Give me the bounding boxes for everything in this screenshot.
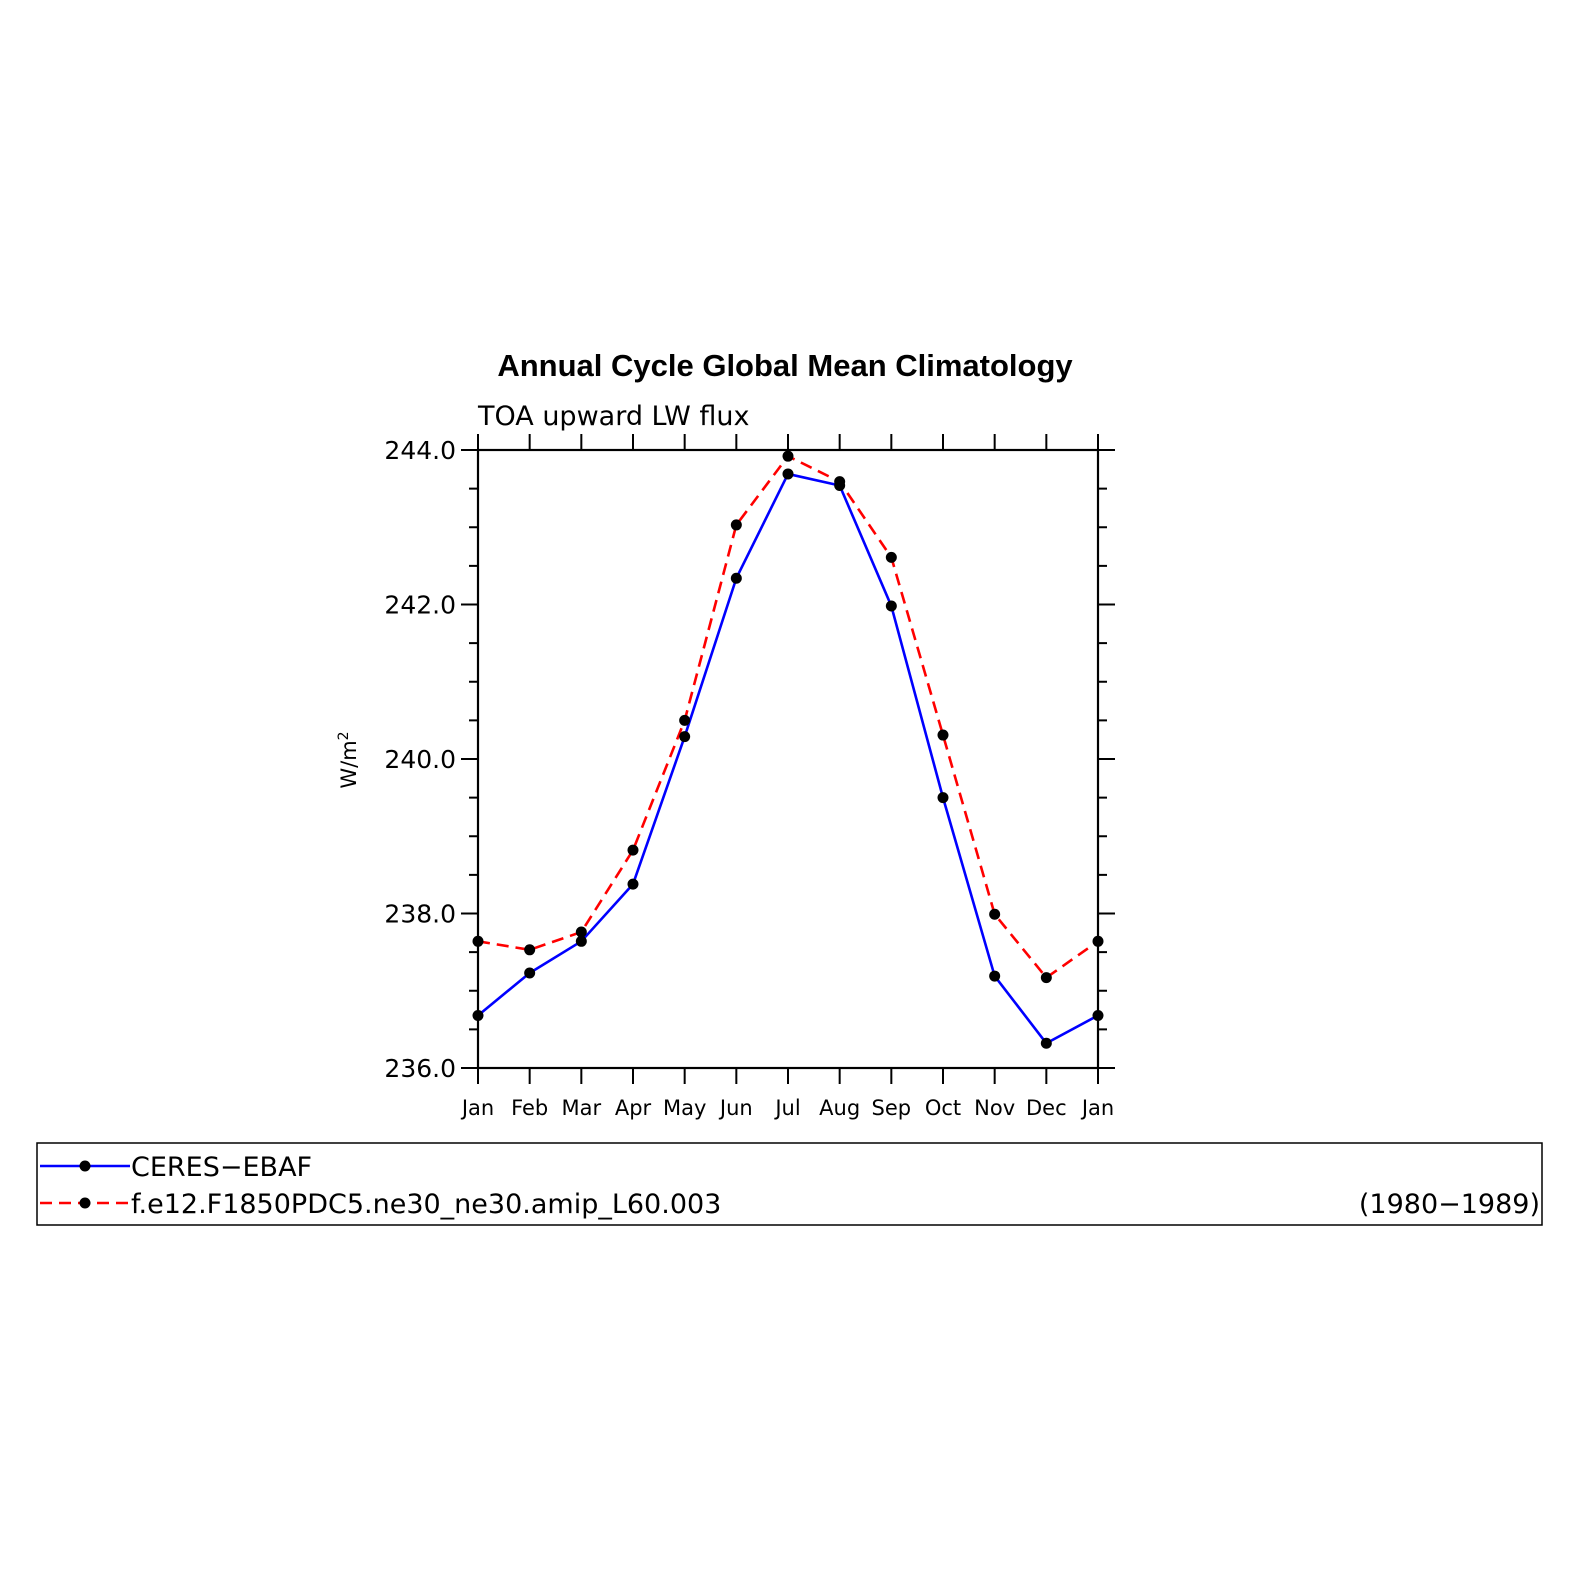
series-point-0 xyxy=(679,731,691,743)
series-point-0 xyxy=(1040,1037,1052,1049)
series-point-1 xyxy=(1040,972,1052,984)
series-point-0 xyxy=(627,878,639,890)
x-tick-label: Nov xyxy=(974,1096,1015,1120)
x-tick-label: Aug xyxy=(819,1096,860,1120)
x-tick-label: Dec xyxy=(1026,1096,1067,1120)
y-tick-label: 236.0 xyxy=(384,1054,456,1083)
series-point-1 xyxy=(937,729,949,741)
x-tick-label: Jul xyxy=(773,1096,800,1120)
series-point-0 xyxy=(730,572,742,584)
series-point-0 xyxy=(472,1009,484,1021)
series-point-1 xyxy=(834,476,846,488)
y-tick-label: 240.0 xyxy=(384,745,456,774)
y-axis-label-text: W/m xyxy=(337,740,361,788)
x-tick-label: Apr xyxy=(615,1096,652,1120)
x-tick-label: Jan xyxy=(1080,1096,1114,1120)
series-point-0 xyxy=(782,468,794,480)
legend-box xyxy=(36,1142,1543,1226)
series-point-1 xyxy=(885,551,897,563)
x-tick-label: May xyxy=(663,1096,706,1120)
x-tick-label: Jan xyxy=(460,1096,494,1120)
series-point-0 xyxy=(937,792,949,804)
series-point-0 xyxy=(575,935,587,947)
series-point-1 xyxy=(782,450,794,462)
y-tick-label: 242.0 xyxy=(384,591,456,620)
legend-period-note: (1980−1989) xyxy=(1359,1189,1540,1220)
series-point-0 xyxy=(989,970,1001,982)
series-point-1 xyxy=(627,844,639,856)
series-point-0 xyxy=(1092,1009,1104,1021)
series-line-1 xyxy=(477,454,1099,979)
series-point-0 xyxy=(524,967,536,979)
series-point-1 xyxy=(1092,935,1104,947)
series-point-1 xyxy=(679,714,691,726)
series-point-1 xyxy=(730,519,742,531)
y-tick-label: 244.0 xyxy=(384,436,456,465)
x-tick-label: Feb xyxy=(511,1096,548,1120)
y-tick-label: 238.0 xyxy=(384,900,456,929)
series-point-1 xyxy=(989,908,1001,920)
legend-marker-ceres xyxy=(79,1160,91,1172)
x-tick-label: Mar xyxy=(562,1096,602,1120)
series-point-1 xyxy=(472,935,484,947)
series-line-0 xyxy=(477,472,1099,1045)
series-point-0 xyxy=(885,600,897,612)
x-tick-label: Jun xyxy=(718,1096,753,1120)
y-axis-label-superscript: 2 xyxy=(336,731,352,740)
x-tick-label: Sep xyxy=(872,1096,912,1120)
legend-label-model: f.e12.F1850PDC5.ne30_ne30.amip_L60.003 xyxy=(131,1189,721,1220)
plot-area: 236.0 238.0 240.0 242.0 244.0 Jan Feb Mar Apr May… xyxy=(384,434,1115,1120)
legend: CERES−EBAF f.e12.F1850PDC5.ne30_ne30.ami… xyxy=(36,1142,1543,1226)
chart-subtitle: TOA upward LW flux xyxy=(477,401,750,432)
y-axis-label: W/m2 xyxy=(336,731,361,788)
legend-marker-model xyxy=(79,1197,91,1209)
series-point-1 xyxy=(575,926,587,938)
legend-label-ceres: CERES−EBAF xyxy=(131,1152,312,1183)
chart-title: Annual Cycle Global Mean Climatology xyxy=(497,348,1073,383)
series-point-1 xyxy=(524,944,536,956)
x-tick-label: Oct xyxy=(925,1096,961,1120)
plot-frame xyxy=(476,448,1100,1070)
